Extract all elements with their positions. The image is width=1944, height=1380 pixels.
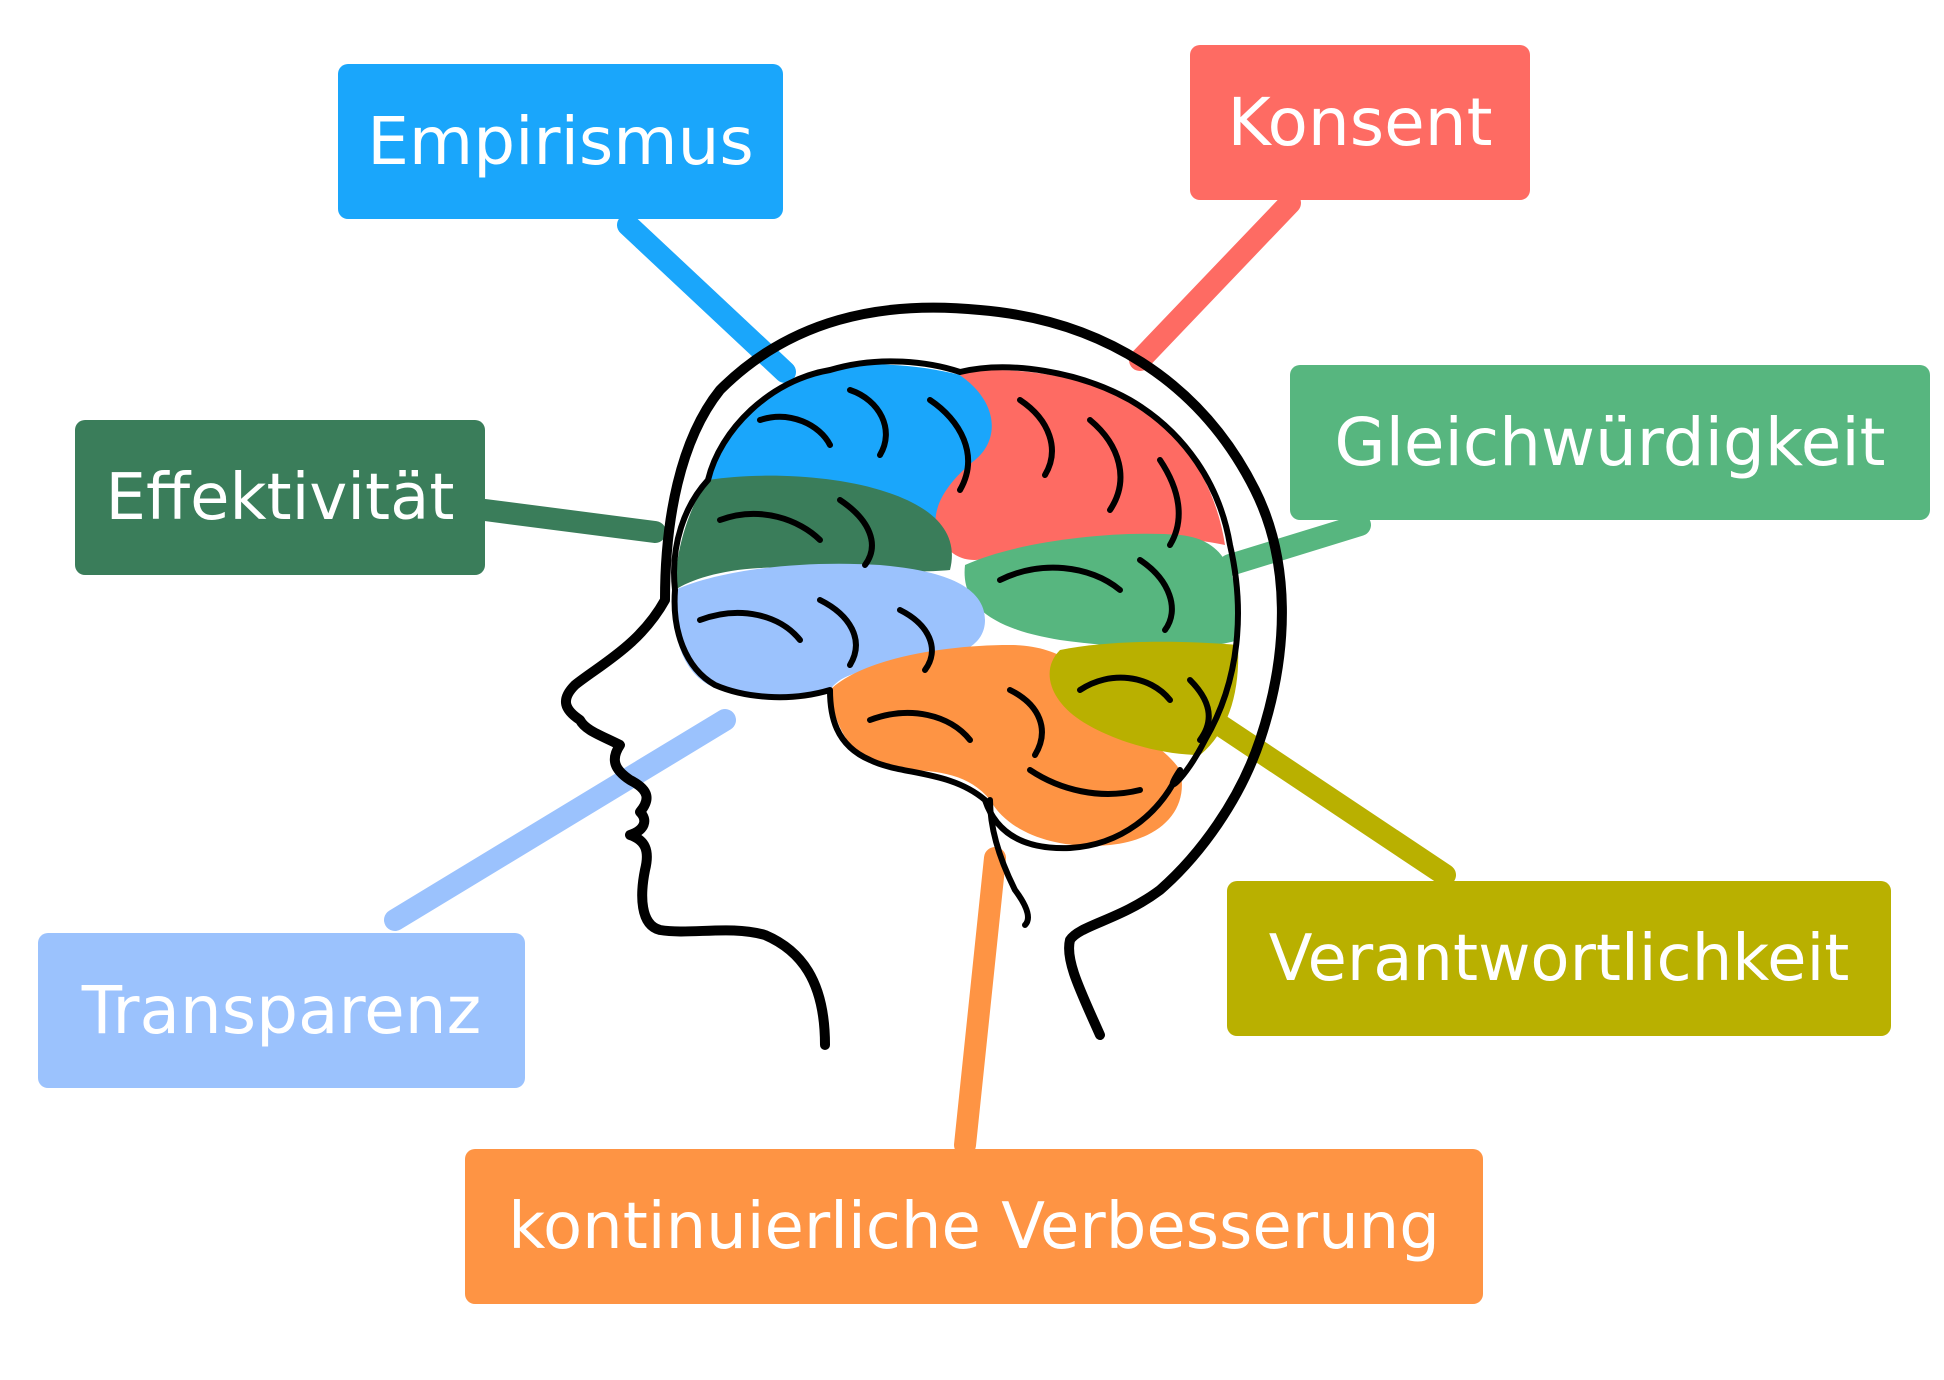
label-konsent-text: Konsent [1227,84,1493,161]
connector-effektivitaet [474,499,666,543]
label-effektivitaet: Effektivität [75,420,485,575]
connector-gleichwuerdigkeit [1219,514,1371,576]
brain-outline [671,358,1241,928]
brain-regions [674,364,1239,846]
label-verantwortlichkeit-text: Verantwortlichkeit [1268,921,1850,996]
connector-kontinuierliche-verbesserung [954,847,1006,1156]
connector-transparenz [384,709,736,931]
label-gleichwuerdigkeit-text: Gleichwürdigkeit [1334,404,1886,481]
label-effektivitaet-text: Effektivität [105,460,455,535]
connector-konsent [1129,192,1301,371]
label-transparenz-text: Transparenz [81,972,482,1049]
connector-empirismus [617,214,796,383]
label-empirismus-text: Empirismus [367,103,754,180]
brain-region-olive [1049,641,1239,755]
label-transparenz: Transparenz [38,933,525,1088]
label-gleichwuerdigkeit: Gleichwürdigkeit [1290,365,1930,520]
label-empirismus: Empirismus [338,64,783,219]
connectors [384,192,1456,1156]
label-verantwortlichkeit: Verantwortlichkeit [1227,881,1891,1036]
label-kontinuierliche-verbesserung-text: kontinuierliche Verbesserung [508,1189,1440,1264]
head-silhouette [561,302,1287,1050]
label-kontinuierliche-verbesserung: kontinuierliche Verbesserung [465,1149,1483,1304]
label-konsent: Konsent [1190,45,1530,200]
brain-region-frontal-blue [708,364,1000,533]
